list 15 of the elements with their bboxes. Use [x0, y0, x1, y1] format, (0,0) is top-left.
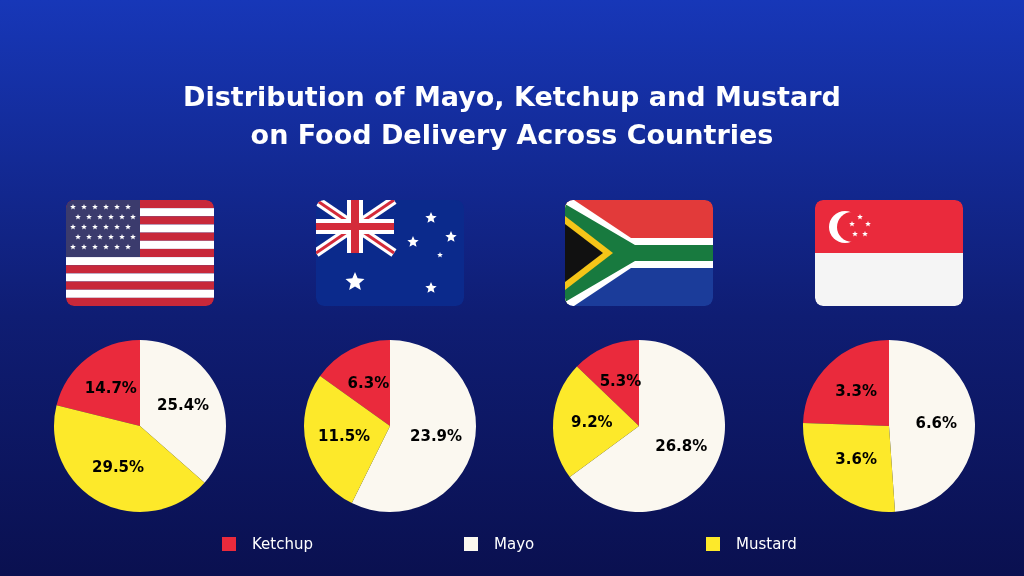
legend-label: Mayo [494, 535, 535, 553]
chart-title: Distribution of Mayo, Ketchup and Mustard on Food Delivery Across Countries [182, 80, 842, 152]
data-label: 14.7% [84, 378, 137, 397]
data-label: 6.3% [347, 373, 389, 392]
data-label: 23.9% [409, 426, 462, 445]
legend-label: Mustard [736, 535, 797, 553]
data-label: 3.6% [834, 449, 877, 468]
data-label: 9.2% [570, 412, 613, 431]
data-label: 6.6% [914, 414, 957, 433]
data-label: 25.4% [157, 396, 210, 415]
legend-label: Ketchup [252, 535, 313, 553]
data-label: 3.3% [834, 381, 877, 400]
data-label: 29.5% [92, 457, 145, 476]
data-label: 26.8% [655, 437, 708, 456]
data-label: 11.5% [317, 427, 370, 446]
